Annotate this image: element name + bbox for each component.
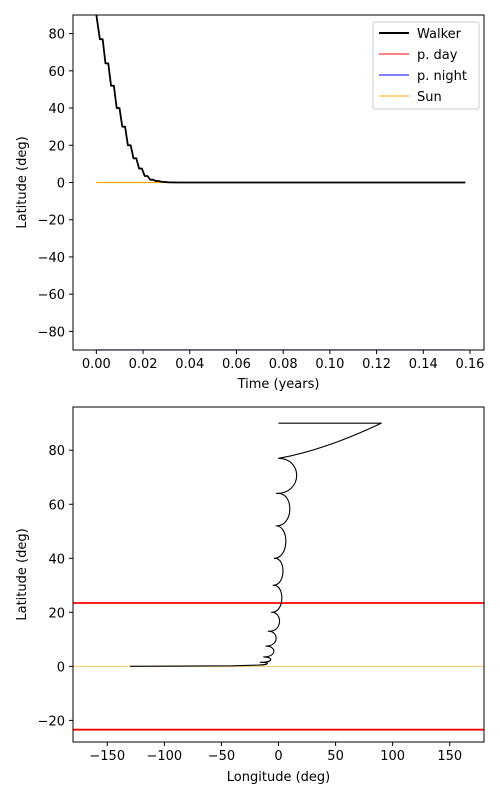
- legend-label-walker: Walker: [417, 27, 462, 42]
- top-y-tick-label: −80: [38, 325, 65, 340]
- bottom-y-tick-label: −20: [38, 714, 65, 729]
- top-y-axis-label: Latitude (deg): [15, 136, 30, 228]
- legend: Walker p. day p. night Sun: [372, 21, 480, 110]
- top-x-ticks: 0.00 0.02 0.04 0.06 0.08 0.10 0.12 0.14 0.16: [82, 350, 485, 372]
- bottom-x-tick-label: −50: [208, 749, 235, 764]
- top-x-tick-label: 0.08: [269, 357, 298, 372]
- bottom-y-tick-label: 60: [48, 498, 65, 513]
- top-x-tick-label: 0.14: [409, 357, 438, 372]
- bottom-y-tick-label: 20: [48, 606, 65, 621]
- bottom-x-axis-label: Longitude (deg): [227, 770, 330, 785]
- legend-label-p-day: p. day: [417, 48, 458, 63]
- top-y-tick-label: 80: [48, 28, 65, 43]
- bottom-x-tick-label: 150: [437, 749, 462, 764]
- series-line-walker: [95, 15, 466, 184]
- bottom-x-tick-label: −100: [146, 749, 182, 764]
- bottom-x-tick-label: −150: [89, 749, 125, 764]
- legend-box: [372, 21, 480, 110]
- top-x-tick-label: 0.04: [175, 357, 204, 372]
- bottom-y-axis-label: Latitude (deg): [15, 528, 30, 620]
- top-y-tick-label: −20: [38, 214, 65, 229]
- top-y-tick-label: −40: [38, 251, 65, 266]
- top-y-tick-label: 0: [57, 177, 65, 192]
- walker-trajectory: [130, 422, 382, 667]
- bottom-plot-area: [73, 407, 484, 742]
- top-y-tick-label: 60: [48, 65, 65, 80]
- top-x-tick-label: 0.02: [129, 357, 158, 372]
- bottom-y-tick-label: 0: [57, 660, 65, 675]
- top-x-tick-label: 0.00: [82, 357, 111, 372]
- bottom-x-tick-label: 100: [380, 749, 405, 764]
- top-y-tick-label: 20: [48, 139, 65, 154]
- bottom-y-tick-label: 80: [48, 444, 65, 459]
- bottom-x-ticks: −150 −100 −50 0 50 100 150: [89, 742, 462, 764]
- bottom-x-tick-label: 0: [274, 749, 282, 764]
- legend-label-p-night: p. night: [417, 69, 467, 84]
- top-x-tick-label: 0.12: [362, 357, 391, 372]
- legend-label-sun: Sun: [417, 90, 442, 105]
- top-y-tick-label: 40: [48, 102, 65, 117]
- top-series-group: [95, 15, 466, 350]
- top-x-tick-label: 0.16: [456, 357, 485, 372]
- bottom-series-group: [73, 422, 484, 731]
- top-x-axis-label: Time (years): [237, 377, 320, 392]
- top-x-tick-label: 0.10: [315, 357, 344, 372]
- top-y-ticks: −80 −60 −40 −20 0 20 40 60 80: [38, 28, 73, 340]
- bottom-chart: −150 −100 −50 0 50 100 150 −20 0 20 40 60 80 Longit…: [15, 406, 485, 785]
- top-x-tick-label: 0.06: [222, 357, 251, 372]
- bottom-y-tick-label: 40: [48, 552, 65, 567]
- top-y-tick-label: −60: [38, 288, 65, 303]
- top-chart: 0.00 0.02 0.04 0.06 0.08 0.10 0.12 0.14 0.16 −80…: [15, 14, 485, 392]
- bottom-x-tick-label: 50: [327, 749, 344, 764]
- bottom-y-ticks: −20 0 20 40 60 80: [38, 444, 73, 729]
